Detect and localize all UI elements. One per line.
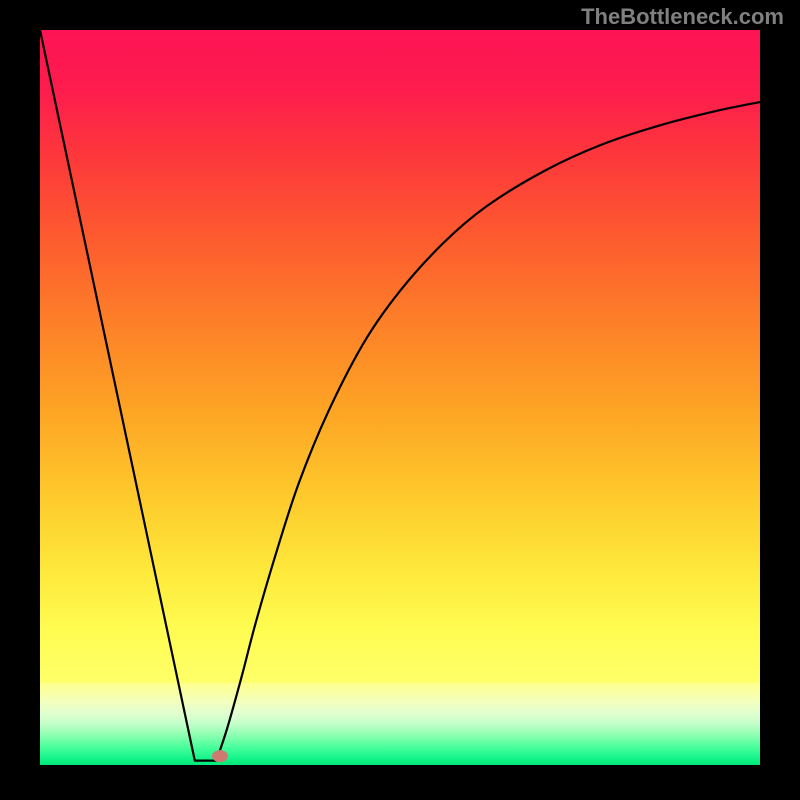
plot-background (40, 30, 760, 765)
optimal-point-marker (212, 750, 228, 762)
chart-container: TheBottleneck.com (0, 0, 800, 800)
watermark-text: TheBottleneck.com (581, 4, 784, 30)
bottleneck-chart (0, 0, 800, 800)
